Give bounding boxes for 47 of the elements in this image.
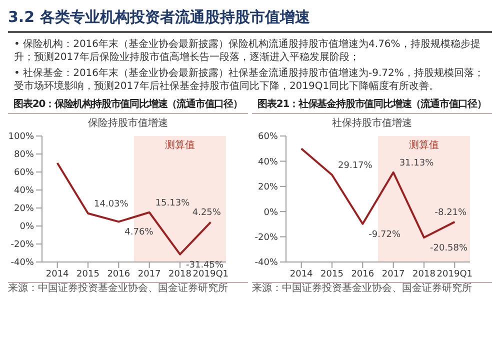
- source-note: 来源：中国证券投资基金业协会、国金证券研究所: [8, 283, 248, 295]
- chart-subtitle: 保险持股市值增速: [87, 116, 169, 130]
- data-label: -8.21%: [434, 208, 468, 218]
- data-label: -31.45%: [186, 260, 224, 270]
- band-label: 测算值: [409, 139, 439, 152]
- x-tick-label: 2017: [382, 269, 405, 280]
- y-tick-label: 100%: [8, 132, 34, 142]
- x-tick-label: 2018: [412, 269, 436, 280]
- y-tick-label: 0%: [20, 222, 34, 232]
- y-tick-label: -20%: [254, 232, 278, 243]
- text: • 保险机构：2016年末（基金业协会最新披露）保险机构流通股持股市值增速为4.76%，持股规模稳步提升；预测2017年后保险业持股市值高增长告一段落，逐渐进入平稳发展阶段；: [14, 38, 482, 64]
- data-label: 15.13%: [155, 198, 190, 208]
- chart-subtitle: 社保持股市值增速: [331, 116, 413, 130]
- y-tick-label: -40%: [10, 258, 34, 268]
- x-tick-label: 2016: [107, 269, 130, 280]
- text: 3.2 各类专业机构投资者流通股持股市值增速: [8, 8, 492, 33]
- x-tick-label: 2014: [46, 269, 70, 280]
- y-tick-label: 80%: [14, 150, 34, 160]
- band-label: 测算值: [165, 139, 195, 152]
- x-tick-label: 2014: [290, 269, 314, 280]
- y-tick-label: 20%: [14, 204, 34, 214]
- source-note: 来源：中国证券投资基金业协会、国金证券研究所: [252, 283, 492, 295]
- data-label: 14.03%: [94, 199, 129, 210]
- data-label: 29.17%: [338, 160, 373, 171]
- data-label: -9.72%: [368, 230, 401, 240]
- data-label: 31.13%: [399, 158, 434, 168]
- data-label: 4.25%: [192, 208, 222, 218]
- y-tick-label: -40%: [254, 258, 278, 268]
- y-tick-label: 0%: [264, 208, 278, 218]
- data-label: 4.76%: [124, 228, 154, 238]
- x-tick-label: 2019Q1: [436, 269, 473, 280]
- y-tick-label: -20%: [10, 240, 34, 250]
- data-label: -20.58%: [430, 244, 468, 254]
- chart-title: 图表20：保险机构持股市值同比增速（流通市值口径）: [8, 97, 248, 114]
- x-tick-label: 2019Q1: [192, 269, 229, 280]
- y-tick-label: 20%: [258, 182, 278, 193]
- text: • 社保基金：2016年末（基金业协会最新披露）社保基金流通股持股市值增速为-9.72%，持股规模回落；受市场环境影响，预测2017年后社保基金持股市值同比下降，2019Q1同比下降幅度有所改善。: [14, 67, 485, 93]
- x-tick-label: 2015: [320, 269, 344, 280]
- x-tick-label: 2018: [168, 269, 192, 280]
- x-tick-label: 2016: [351, 269, 374, 280]
- y-tick-label: 60%: [258, 132, 278, 142]
- x-tick-label: 2017: [138, 269, 161, 280]
- y-tick-label: 40%: [258, 157, 278, 168]
- y-tick-label: 40%: [14, 186, 34, 196]
- chart-title: 图表21：社保基金持股市值同比增速（流通市值口径）: [252, 97, 492, 114]
- x-tick-label: 2015: [76, 269, 100, 280]
- y-tick-label: 60%: [14, 168, 34, 178]
